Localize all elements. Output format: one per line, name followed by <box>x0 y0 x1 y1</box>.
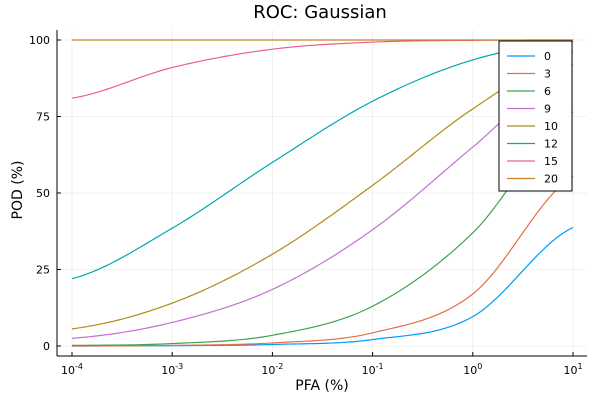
x-tick-exponent: 0 <box>477 362 482 371</box>
legend-label-3: 3 <box>544 68 551 81</box>
x-tick-exponent: -1 <box>376 362 384 371</box>
series-line-3 <box>71 175 574 347</box>
x-tick-exponent: -3 <box>175 362 183 371</box>
series-layer <box>71 39 574 347</box>
legend-label-10: 10 <box>544 120 558 133</box>
x-tick-base: 10 <box>563 364 577 377</box>
chart-title: ROC: Gaussian <box>253 2 387 23</box>
legend: 0 3 6 9 10 12 15 20 <box>498 40 573 192</box>
y-tick-label: 0 <box>43 340 50 353</box>
y-axis-label: POD (%) <box>10 161 26 220</box>
axes <box>56 30 587 357</box>
x-tick-base: 10 <box>463 364 477 377</box>
x-tick-label: 10-2 <box>261 362 283 377</box>
legend-label-15: 15 <box>544 155 558 168</box>
y-tick-label: 100 <box>29 34 50 47</box>
x-tick-exponent: 1 <box>577 362 582 371</box>
x-tick-base: 10 <box>161 364 175 377</box>
legend-box <box>498 40 573 192</box>
x-tick-label: 10-3 <box>161 362 183 377</box>
x-tick-label: 101 <box>563 362 582 377</box>
x-tick-label: 10-1 <box>362 362 384 377</box>
legend-label-0: 0 <box>544 50 551 63</box>
x-tick-exponent: -2 <box>275 362 283 371</box>
series-line-10 <box>71 51 574 330</box>
y-tick-label: 75 <box>36 111 50 124</box>
legend-label-9: 9 <box>544 103 551 116</box>
x-axis-label: PFA (%) <box>295 378 348 394</box>
series-line-12 <box>71 40 574 280</box>
x-tick-base: 10 <box>61 364 75 377</box>
x-tick-label: 100 <box>463 362 482 377</box>
x-tick-label: 10-4 <box>61 362 83 377</box>
series-line-6 <box>71 111 574 346</box>
x-tick-exponent: -4 <box>75 362 83 371</box>
x-tick-base: 10 <box>362 364 376 377</box>
series-line-9 <box>71 63 574 339</box>
x-tick-base: 10 <box>261 364 275 377</box>
legend-label-20: 20 <box>544 173 558 186</box>
y-tick-label: 50 <box>36 187 50 200</box>
legend-label-12: 12 <box>544 138 558 151</box>
y-tick-label: 25 <box>36 264 50 277</box>
legend-label-6: 6 <box>544 85 551 98</box>
